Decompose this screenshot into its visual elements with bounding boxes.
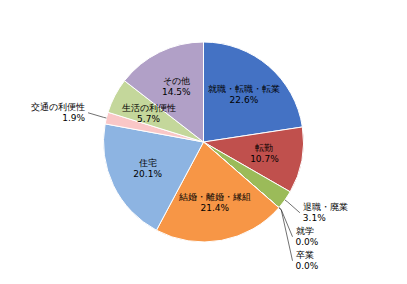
slices — [103, 42, 303, 242]
label-category: 住宅 — [139, 158, 157, 168]
label-category: 結婚・離婚・縁組 — [178, 192, 251, 202]
label-value: 5.7% — [137, 114, 160, 124]
data-label: 転勤10.7% — [250, 143, 279, 164]
label-category: 就学 — [296, 226, 314, 236]
pie: 就職・転職・転業22.6% 転勤10.7% 結婚・離婚・縁組21.4% 住宅20.1%… — [31, 42, 348, 271]
label-value: 20.1% — [133, 169, 162, 179]
leader-line — [279, 208, 293, 261]
slice — [204, 42, 303, 142]
label-category: 転勤 — [255, 143, 273, 153]
label-value: 0.0% — [296, 261, 319, 271]
data-label: 住宅20.1% — [133, 158, 162, 179]
label-value: 10.7% — [250, 154, 279, 164]
slice — [124, 42, 203, 142]
label-value: 22.6% — [230, 95, 259, 105]
label-value: 0.0% — [296, 237, 319, 247]
chart: 就職・転職・転業22.6% 転勤10.7% 結婚・離婚・縁組21.4% 住宅20.1%… — [0, 0, 407, 284]
label-value: 14.5% — [162, 87, 191, 97]
data-label: 退職・廃業3.1% — [303, 202, 348, 223]
label-value: 1.9% — [62, 113, 85, 123]
label-category: 生活の利便性 — [122, 103, 176, 113]
label-value: 21.4% — [200, 203, 229, 213]
leader-line — [285, 200, 300, 213]
data-label: 結婚・離婚・縁組21.4% — [178, 192, 251, 213]
label-category: 卒業 — [296, 250, 314, 260]
data-labels: 就職・転職・転業22.6% 転勤10.7% 結婚・離婚・縁組21.4% 住宅20.1%… — [31, 76, 348, 271]
label-category: 就職・転職・転業 — [208, 84, 280, 94]
data-label: 就職・転職・転業22.6% — [208, 84, 280, 105]
data-label: 交通の利便性1.9% — [31, 102, 85, 123]
label-category: その他 — [163, 76, 190, 86]
slice — [103, 124, 203, 230]
data-label: その他14.5% — [162, 76, 191, 97]
leader-line — [88, 113, 106, 118]
leader-line — [279, 208, 293, 237]
data-label: 卒業0.0% — [296, 250, 319, 271]
data-label: 生活の利便性5.7% — [122, 103, 176, 124]
label-category: 退職・廃業 — [303, 202, 348, 212]
data-label: 就学0.0% — [296, 226, 319, 247]
label-value: 3.1% — [303, 213, 326, 223]
label-category: 交通の利便性 — [31, 102, 85, 112]
